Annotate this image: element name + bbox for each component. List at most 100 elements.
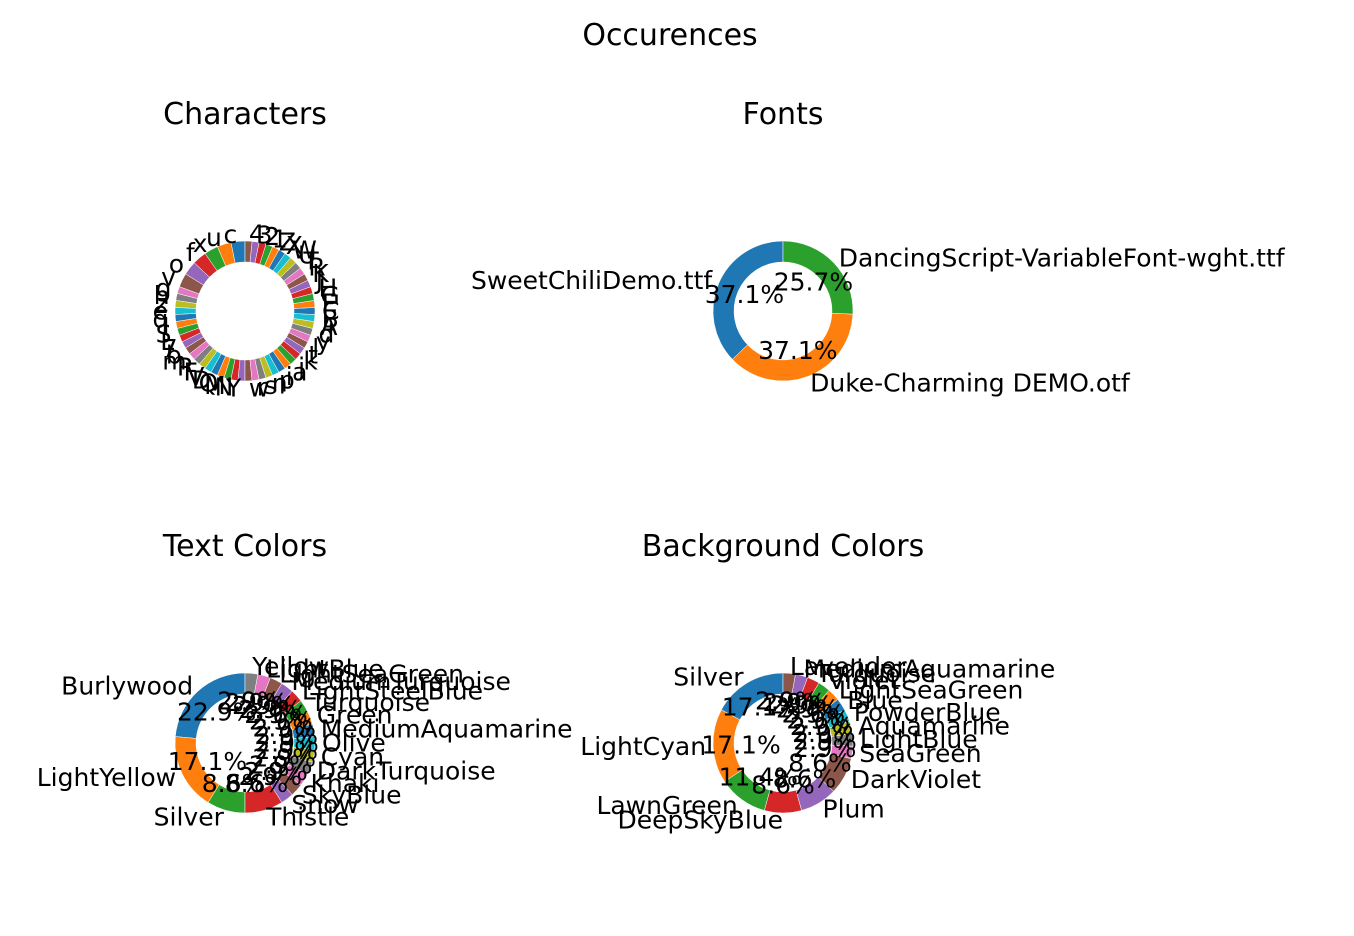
fonts-label-2: DancingScript-VariableFont-wght.ttf	[839, 243, 1286, 272]
text-colors-chart-title: Text Colors	[162, 529, 327, 564]
background-colors-label-14: MediumAquamarine	[804, 654, 1056, 683]
characters-label-55: 4	[249, 220, 265, 249]
text-colors-label-9: Olive	[322, 729, 386, 758]
background-colors-pct-label-13: 2.9%	[769, 691, 833, 720]
figure-title: Occurences	[582, 18, 757, 53]
characters-label-53: 2	[264, 222, 280, 251]
background-colors-label-2: LawnGreen	[596, 791, 737, 820]
background-colors-pct-label-3: 8.6%	[751, 771, 815, 800]
characters-label-43: H	[319, 273, 338, 302]
text-colors-label-4: Snow	[291, 790, 358, 819]
text-colors-pct-label-14: 2.9%	[239, 695, 303, 724]
background-colors-label-3: DeepSkyBlue	[618, 806, 783, 835]
characters-label-1: u	[206, 223, 222, 252]
characters-label-46: R	[308, 253, 325, 282]
characters-label-36: y	[316, 327, 331, 356]
characters-label-34: t	[308, 341, 318, 370]
characters-label-33: k	[303, 347, 318, 376]
background-colors-chart-title: Background Colors	[642, 529, 924, 564]
characters-label-39: B	[322, 304, 339, 333]
characters-label-37: d	[319, 320, 335, 349]
text-colors-label-10: MediumAquamarine	[321, 714, 573, 743]
fonts-label-0: SweetChiliDemo.ttf	[471, 266, 713, 295]
background-colors-label-15: Lavender	[790, 652, 908, 681]
characters-slices	[174, 240, 316, 382]
background-colors-label-11: LightSeaGreen	[839, 675, 1024, 704]
characters-chart-title: Characters	[163, 97, 327, 132]
background-colors-slices	[712, 672, 854, 814]
text-colors-pct-label-16: 2.9%	[225, 688, 289, 717]
text-colors-label-1: LightYellow	[37, 763, 176, 792]
characters-label-49: W	[292, 236, 317, 265]
text-colors-pct-label-0: 22.9%	[177, 698, 256, 727]
characters-label-40: C	[322, 297, 339, 326]
characters-label-2: x	[193, 229, 208, 258]
characters-label-52: 1	[272, 224, 288, 253]
characters-label-47: T	[302, 246, 319, 275]
text-colors-label-0: Burlywood	[61, 672, 193, 701]
text-colors-pct-label-8: 2.9%	[255, 736, 319, 765]
text-colors-label-11: Green	[317, 701, 393, 730]
characters-label-17: P	[177, 352, 192, 381]
characters-label-3: f	[186, 238, 196, 267]
characters-label-18: F	[184, 357, 198, 386]
fonts-slices	[712, 240, 854, 382]
characters-label-14: 7	[162, 334, 178, 363]
characters-label-48: U	[298, 241, 316, 270]
text-colors-label-8: Cyan	[321, 743, 384, 772]
text-colors-pct-label-13: 2.9%	[244, 700, 308, 729]
background-colors-pct-label-9: 2.9%	[790, 712, 854, 741]
background-colors-label-13: Turquoise	[815, 659, 936, 688]
fonts-slice-2	[782, 240, 854, 315]
fonts-pct-label-0: 37.1%	[705, 280, 784, 309]
characters-label-28: n	[272, 369, 288, 398]
text-colors-slices	[174, 672, 316, 814]
text-colors-pct-label-12: 2.9%	[249, 706, 313, 735]
text-colors-pct-label-17: 2.9%	[217, 687, 281, 716]
background-colors-slice-15	[782, 672, 796, 696]
background-colors-labels: Silver17.1%LightCyan17.1%LawnGreen11.4%D…	[580, 652, 1055, 835]
background-colors-label-4: Plum	[823, 795, 885, 824]
text-colors-label-15: LightSeaGreen	[279, 660, 464, 689]
background-colors-label-0: Silver	[673, 662, 744, 691]
text-colors-pct-label-6: 2.9%	[249, 751, 313, 780]
characters-label-45: K	[312, 259, 329, 288]
background-colors-label-9: PowderBlue	[854, 698, 1001, 727]
fonts-donut-chart: Fonts SweetChiliDemo.ttf37.1%Duke-Charmi…	[471, 97, 1286, 398]
characters-label-15: b	[166, 341, 182, 370]
text-colors-pct-label-3: 8.6%	[225, 769, 289, 798]
characters-label-25: w	[249, 373, 269, 402]
fonts-pct-label-1: 37.1%	[758, 336, 837, 365]
characters-label-30: i	[286, 362, 293, 391]
characters-label-26: r	[257, 373, 268, 402]
characters-label-24: Y	[225, 373, 242, 402]
text-colors-label-3: Thistle	[265, 803, 349, 832]
characters-label-22: M	[204, 371, 226, 400]
background-colors-label-5: DarkViolet	[851, 765, 981, 794]
characters-label-51: Z	[279, 227, 296, 256]
background-colors-donut-chart: Background Colors Silver17.1%LightCyan17…	[580, 529, 1055, 835]
characters-label-35: l	[312, 334, 319, 363]
characters-label-16: m	[162, 347, 186, 376]
text-colors-label-12: Turquoise	[310, 688, 431, 717]
characters-label-50: X	[286, 231, 303, 260]
text-colors-pct-label-15: 2.9%	[232, 691, 296, 720]
background-colors-pct-label-7: 2.9%	[793, 727, 857, 756]
text-colors-pct-label-5: 2.9%	[244, 757, 308, 786]
text-colors-label-2: Silver	[154, 803, 225, 832]
background-colors-label-6: SeaGreen	[859, 739, 981, 768]
fonts-label-1: Duke-Charming DEMO.otf	[810, 369, 1131, 398]
characters-label-4: o	[169, 249, 184, 278]
characters-label-29: p	[279, 366, 295, 395]
characters-label-54: 3	[257, 220, 273, 249]
characters-label-8: z	[155, 289, 168, 318]
background-colors-label-7: LightBlue	[860, 725, 978, 754]
text-colors-pct-label-11: 2.9%	[252, 713, 316, 742]
text-colors-pct-label-1: 17.1%	[168, 747, 247, 776]
text-colors-pct-label-2: 8.6%	[202, 769, 266, 798]
